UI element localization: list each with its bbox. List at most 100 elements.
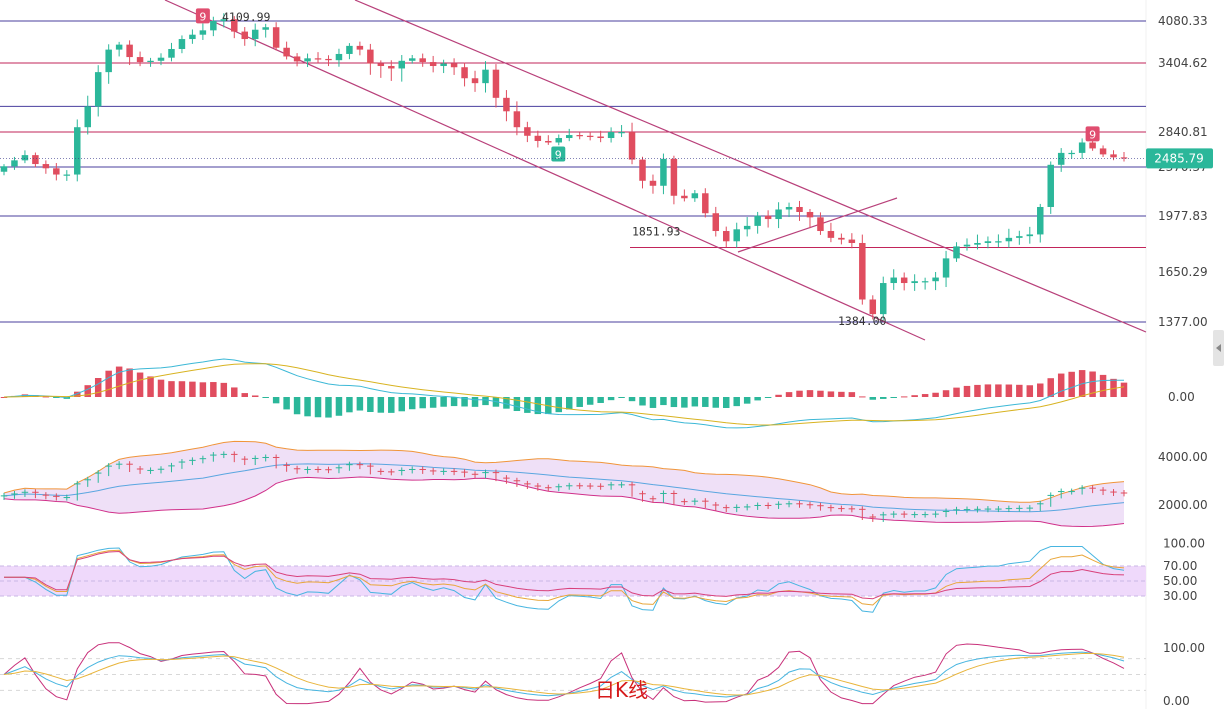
macd-bar xyxy=(670,397,678,408)
macd-bar xyxy=(241,393,248,397)
macd-bar xyxy=(136,372,144,397)
candle-body xyxy=(618,132,625,134)
candle-body xyxy=(314,58,322,60)
candle-body xyxy=(838,237,845,240)
candle-body xyxy=(1068,152,1075,155)
macd-bar xyxy=(105,370,112,397)
candle-body xyxy=(11,160,18,167)
candle-body xyxy=(984,241,992,243)
price-tick-label: 3404.62 xyxy=(1158,56,1208,70)
boll-tick-label: 4000.00 xyxy=(1158,450,1208,464)
price-tick-label: 1977.83 xyxy=(1158,209,1208,223)
macd-bar xyxy=(900,396,908,398)
candle-body xyxy=(921,281,929,283)
macd-bar xyxy=(513,397,521,412)
macd-bar xyxy=(1026,385,1034,397)
macd-bar xyxy=(429,397,437,408)
kdj-tick-label: 100.00 xyxy=(1163,641,1205,655)
kdj-line xyxy=(3,642,1125,705)
macd-bar xyxy=(1047,378,1054,397)
macd-bar xyxy=(890,397,897,398)
candle-body xyxy=(398,60,406,69)
macd-bar xyxy=(115,366,123,397)
macd-bar xyxy=(848,392,856,397)
macd-bar xyxy=(524,397,531,413)
candle-body xyxy=(241,31,248,40)
macd-bar xyxy=(157,379,165,397)
candle-body xyxy=(210,21,217,31)
boll-tick-label: 2000.00 xyxy=(1158,498,1208,512)
candle-body xyxy=(733,229,740,242)
candle-body xyxy=(1005,237,1013,242)
macd-bar xyxy=(178,381,186,397)
signal-markers: 9 9 9 xyxy=(195,8,1100,162)
boll-band-fill xyxy=(4,441,1124,527)
macd-bar xyxy=(408,397,416,410)
candle-body xyxy=(607,132,615,139)
kdj-line xyxy=(3,652,1125,696)
macd-bar xyxy=(168,381,175,397)
boll-mid-line xyxy=(3,463,1125,513)
macd-bar xyxy=(921,394,929,397)
macd-bar xyxy=(210,382,217,397)
macd-dea-line xyxy=(3,363,1125,426)
macd-bar xyxy=(995,384,1002,397)
macd-bar xyxy=(450,397,458,407)
candle-body xyxy=(503,97,510,112)
macd-bar xyxy=(565,397,573,410)
candle-body xyxy=(1089,142,1096,149)
price-tick-label: 4080.33 xyxy=(1158,14,1208,28)
kdj-tick-label: 0.00 xyxy=(1163,694,1190,708)
rsi-tick-label: 30.00 xyxy=(1163,589,1197,603)
candle-body xyxy=(74,127,81,175)
candle-body xyxy=(576,135,583,137)
candle-body xyxy=(84,106,91,128)
price-panel: 4080.333404.622840.812370.371977.831650.… xyxy=(0,0,1208,341)
macd-bar xyxy=(346,397,353,413)
macd-tick-label: 0.00 xyxy=(1168,390,1195,404)
macd-bar xyxy=(1057,373,1065,397)
macd-bar xyxy=(1068,371,1075,397)
macd-bar xyxy=(1089,371,1096,397)
candle-body xyxy=(963,244,971,247)
macd-bar xyxy=(84,385,91,397)
candle-body xyxy=(115,44,123,50)
candle-body xyxy=(722,231,730,242)
candle-body xyxy=(597,136,604,139)
candle-body xyxy=(21,155,29,161)
candle-body xyxy=(335,53,343,61)
rsi-tick-label: 70.00 xyxy=(1163,559,1197,573)
macd-bar xyxy=(74,391,81,397)
macd-bar xyxy=(555,397,563,413)
candle-body xyxy=(42,164,50,169)
candle-body xyxy=(953,246,960,259)
macd-bar xyxy=(388,397,395,413)
macd-bar xyxy=(586,397,594,405)
macd-bar xyxy=(283,397,290,410)
candle-body xyxy=(0,166,8,172)
macd-bar xyxy=(859,396,866,398)
candle-body xyxy=(471,78,479,84)
candle-body xyxy=(1057,152,1065,165)
macd-dif-line xyxy=(3,358,1125,429)
candle-body xyxy=(168,48,175,58)
rsi-tick-label: 50.00 xyxy=(1163,574,1197,588)
macd-bar xyxy=(0,397,8,398)
signal-marker-label: 9 xyxy=(199,10,206,23)
price-axis: 4080.333404.622840.812370.371977.831650.… xyxy=(1158,14,1208,329)
candle-body xyxy=(942,258,950,278)
rsi-line xyxy=(4,546,1125,613)
candle-body xyxy=(262,27,269,30)
macd-bar xyxy=(1099,374,1107,397)
candle-body xyxy=(419,58,426,63)
candle-body xyxy=(388,66,395,69)
candle-body xyxy=(806,211,814,218)
candles xyxy=(0,13,1128,320)
candle-body xyxy=(817,217,824,232)
macd-bar xyxy=(702,397,709,407)
macd-bar xyxy=(293,397,301,415)
macd-bar xyxy=(639,397,646,406)
candle-body xyxy=(450,63,458,68)
macd-bar xyxy=(942,390,950,397)
